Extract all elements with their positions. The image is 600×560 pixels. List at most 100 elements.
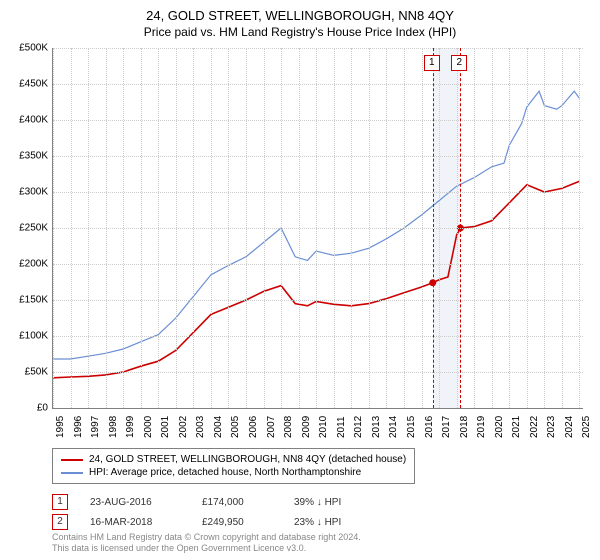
sale-price: £174,000 [202, 497, 272, 508]
footer-attribution: Contains HM Land Registry data © Crown c… [52, 532, 361, 554]
x-axis-label: 2022 [529, 416, 540, 438]
gridline-vertical [334, 48, 335, 408]
gridline-vertical [422, 48, 423, 408]
x-axis-label: 2014 [388, 416, 399, 438]
gridline-vertical [264, 48, 265, 408]
gridline-vertical [439, 48, 440, 408]
sale-diff: 39% ↓ HPI [294, 497, 341, 508]
gridline-vertical [492, 48, 493, 408]
sales-row: 1 23-AUG-2016 £174,000 39% ↓ HPI [52, 492, 341, 512]
legend-item: HPI: Average price, detached house, Nort… [61, 466, 406, 479]
x-axis-label: 2003 [195, 416, 206, 438]
gridline-vertical [579, 48, 580, 408]
x-axis-label: 2013 [371, 416, 382, 438]
gridline-vertical [281, 48, 282, 408]
x-axis-label: 2006 [248, 416, 259, 438]
gridline-vertical [106, 48, 107, 408]
gridline-vertical [527, 48, 528, 408]
x-axis-label: 2020 [494, 416, 505, 438]
gridline-horizontal [53, 264, 583, 265]
gridline-vertical [211, 48, 212, 408]
x-axis-label: 2005 [230, 416, 241, 438]
x-axis-label: 2012 [353, 416, 364, 438]
footer-line: This data is licensed under the Open Gov… [52, 543, 361, 554]
x-axis-label: 2017 [441, 416, 452, 438]
x-axis-label: 2002 [178, 416, 189, 438]
gridline-vertical [228, 48, 229, 408]
y-axis-label: £50K [4, 367, 48, 378]
y-axis-label: £250K [4, 223, 48, 234]
footer-line: Contains HM Land Registry data © Crown c… [52, 532, 361, 543]
x-axis-label: 2016 [424, 416, 435, 438]
y-axis-label: £100K [4, 331, 48, 342]
gridline-vertical [246, 48, 247, 408]
sale-diff: 23% ↓ HPI [294, 517, 341, 528]
gridline-vertical [88, 48, 89, 408]
x-axis-label: 2011 [336, 416, 347, 438]
gridline-horizontal [53, 336, 583, 337]
legend-item: 24, GOLD STREET, WELLINGBOROUGH, NN8 4QY… [61, 453, 406, 466]
gridline-vertical [351, 48, 352, 408]
gridline-horizontal [53, 84, 583, 85]
gridline-vertical [386, 48, 387, 408]
gridline-vertical [474, 48, 475, 408]
legend-box: 24, GOLD STREET, WELLINGBOROUGH, NN8 4QY… [52, 448, 415, 484]
y-axis-label: £350K [4, 151, 48, 162]
x-axis-label: 2025 [581, 416, 592, 438]
y-axis-label: £500K [4, 43, 48, 54]
legend-label: 24, GOLD STREET, WELLINGBOROUGH, NN8 4QY… [89, 454, 406, 465]
x-axis-label: 1998 [108, 416, 119, 438]
x-axis-label: 2010 [318, 416, 329, 438]
sale-marker: 2 [52, 514, 68, 530]
event-line [460, 48, 461, 408]
x-axis-label: 1997 [90, 416, 101, 438]
x-axis-label: 2023 [546, 416, 557, 438]
x-axis-label: 2019 [476, 416, 487, 438]
sale-date: 23-AUG-2016 [90, 497, 180, 508]
x-axis-label: 2021 [511, 416, 522, 438]
event-line [433, 48, 434, 408]
chart-container: 24, GOLD STREET, WELLINGBOROUGH, NN8 4QY… [0, 0, 600, 560]
plot-area [52, 48, 583, 409]
x-axis-label: 2004 [213, 416, 224, 438]
chart-subtitle: Price paid vs. HM Land Registry's House … [0, 23, 600, 39]
x-axis-label: 2007 [266, 416, 277, 438]
legend-swatch [61, 459, 83, 461]
gridline-horizontal [53, 300, 583, 301]
x-axis-label: 1996 [73, 416, 84, 438]
sale-price: £249,950 [202, 517, 272, 528]
x-axis-label: 2009 [301, 416, 312, 438]
y-axis-label: £150K [4, 295, 48, 306]
gridline-horizontal [53, 120, 583, 121]
x-axis-label: 1999 [125, 416, 136, 438]
gridline-horizontal [53, 228, 583, 229]
y-axis-label: £200K [4, 259, 48, 270]
gridline-vertical [299, 48, 300, 408]
gridline-vertical [562, 48, 563, 408]
gridline-vertical [123, 48, 124, 408]
gridline-vertical [544, 48, 545, 408]
gridline-horizontal [53, 48, 583, 49]
gridline-horizontal [53, 156, 583, 157]
sales-row: 2 16-MAR-2018 £249,950 23% ↓ HPI [52, 512, 341, 532]
x-axis-label: 2008 [283, 416, 294, 438]
gridline-vertical [193, 48, 194, 408]
event-marker-box: 1 [424, 55, 440, 71]
gridline-vertical [404, 48, 405, 408]
gridline-vertical [176, 48, 177, 408]
legend-swatch [61, 472, 83, 474]
sales-table: 1 23-AUG-2016 £174,000 39% ↓ HPI 2 16-MA… [52, 492, 341, 532]
sale-date: 16-MAR-2018 [90, 517, 180, 528]
gridline-vertical [158, 48, 159, 408]
y-axis-label: £400K [4, 115, 48, 126]
legend-label: HPI: Average price, detached house, Nort… [89, 467, 361, 478]
y-axis-label: £450K [4, 79, 48, 90]
chart-title: 24, GOLD STREET, WELLINGBOROUGH, NN8 4QY [0, 0, 600, 23]
gridline-horizontal [53, 372, 583, 373]
event-marker-box: 2 [451, 55, 467, 71]
gridline-vertical [457, 48, 458, 408]
sale-marker: 1 [52, 494, 68, 510]
x-axis-label: 1995 [55, 416, 66, 438]
x-axis-label: 2018 [459, 416, 470, 438]
x-axis-label: 2015 [406, 416, 417, 438]
